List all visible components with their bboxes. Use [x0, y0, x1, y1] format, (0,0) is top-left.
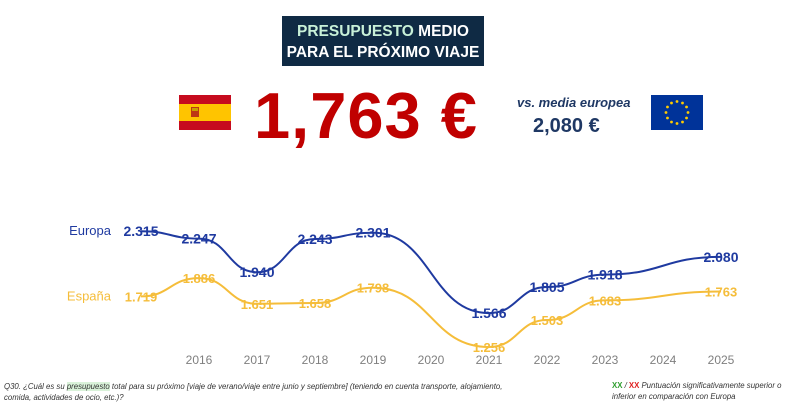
footnote-post: total para su próximo [viaje de verano/v… — [4, 382, 503, 402]
data-label-espana-2015: 1.719 — [125, 289, 158, 304]
europe-budget-value: 2,080 € — [533, 115, 600, 137]
data-label-europa-2016: 2.247 — [181, 231, 216, 247]
x-tick-label-2018: 2018 — [302, 353, 329, 367]
footnote-pre: Q30. ¿Cuál es su — [4, 382, 67, 391]
legend-espana: España — [67, 288, 112, 303]
data-label-europa-2018: 2.243 — [297, 231, 332, 247]
x-tick-label-2022: 2022 — [534, 353, 561, 367]
chart-title-box: PRESUPUESTO MEDIO PARA EL PRÓXIMO VIAJE — [282, 16, 484, 66]
data-label-europa-2015: 2.315 — [123, 223, 158, 239]
data-label-espana-2016: 1.886 — [183, 271, 216, 286]
data-label-europa-2023: 1.918 — [587, 267, 622, 283]
significance-green: XX — [612, 381, 623, 390]
series-line-europa — [140, 230, 722, 315]
x-tick-label-2023: 2023 — [592, 353, 619, 367]
legend-europa: Europa — [69, 223, 112, 238]
data-label-europa-2022: 1.805 — [529, 279, 564, 295]
data-label-europa-2019: 2.301 — [355, 225, 390, 241]
spain-budget-value: 1,763 € — [254, 79, 478, 152]
title-highlight: PRESUPUESTO — [297, 23, 414, 40]
question-footnote: Q30. ¿Cuál es su presupuesto total para … — [4, 381, 504, 403]
title-rest: MEDIO — [413, 23, 469, 40]
data-label-espana-2022: 1.503 — [531, 313, 564, 328]
footnote-highlight: presupuesto — [66, 382, 110, 391]
significance-sep: / — [622, 381, 629, 390]
data-label-espana-2018: 1.658 — [299, 296, 332, 311]
budget-line-chart: 2.315 2.247 1.940 2.243 2.301 1.566 1.805 1.918… — [67, 223, 739, 367]
data-label-europa-2017: 1.940 — [239, 264, 274, 280]
data-label-europa-2025: 2.080 — [703, 249, 738, 265]
data-label-europa-2021: 1.566 — [471, 305, 506, 321]
vs-europe-label: vs. media europea — [517, 95, 631, 110]
x-tick-label-2017: 2017 — [244, 353, 271, 367]
x-tick-label-2019: 2019 — [360, 353, 387, 367]
x-tick-label-2024: 2024 — [650, 353, 677, 367]
significance-red: XX — [628, 381, 640, 390]
data-label-espana-2021: 1.256 — [473, 340, 506, 355]
significance-text: Puntuación significativamente superior o… — [612, 381, 782, 401]
x-tick-label-2021: 2021 — [476, 353, 503, 367]
x-tick-label-2016: 2016 — [186, 353, 213, 367]
title-line-2: PARA EL PRÓXIMO VIAJE — [286, 44, 480, 61]
significance-note: XX / XX Puntuación significativamente su… — [612, 380, 792, 402]
data-label-espana-2023: 1.683 — [589, 293, 622, 308]
data-label-espana-2017: 1.651 — [241, 297, 274, 312]
data-label-espana-2019: 1.798 — [357, 281, 390, 296]
data-label-espana-2025: 1.763 — [705, 285, 738, 300]
eu-flag-icon — [651, 95, 703, 130]
x-tick-label-2020: 2020 — [418, 353, 445, 367]
x-tick-label-2025: 2025 — [708, 353, 735, 367]
series-line-espana — [140, 277, 722, 349]
spain-flag-icon — [179, 95, 231, 130]
